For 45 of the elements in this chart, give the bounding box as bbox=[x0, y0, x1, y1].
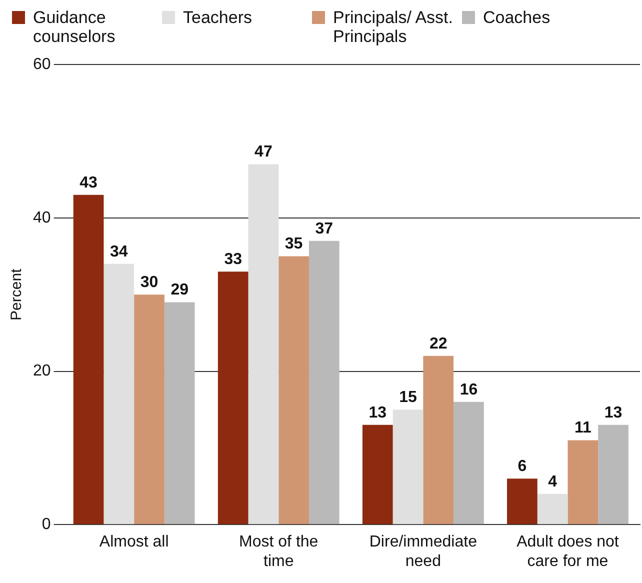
data-label: 16 bbox=[460, 381, 478, 398]
bar bbox=[537, 494, 568, 524]
bar bbox=[278, 256, 309, 524]
bar bbox=[248, 164, 279, 524]
y-axis-title: Percent bbox=[8, 268, 26, 320]
bar bbox=[134, 294, 164, 524]
data-label: 30 bbox=[140, 274, 158, 292]
x-tick-label: Almost all bbox=[99, 534, 169, 551]
bar bbox=[423, 356, 454, 524]
data-label: 37 bbox=[315, 220, 334, 238]
data-label: 34 bbox=[110, 243, 128, 260]
data-label: 43 bbox=[80, 174, 98, 192]
y-tick-label: 0 bbox=[42, 516, 51, 534]
data-label: 11 bbox=[574, 420, 592, 437]
x-tick-label: Dire/immediate need bbox=[369, 534, 478, 570]
x-tick-label: Adult does not care for me bbox=[516, 534, 620, 570]
bar bbox=[362, 424, 393, 524]
data-label: 13 bbox=[368, 404, 387, 422]
data-label: 35 bbox=[284, 236, 303, 253]
data-label: 33 bbox=[224, 251, 242, 268]
data-label: 13 bbox=[604, 404, 622, 422]
bar bbox=[104, 264, 134, 524]
bar bbox=[308, 240, 340, 524]
y-tick-label: 40 bbox=[33, 209, 51, 226]
x-tick-label: Most of the time bbox=[239, 534, 318, 570]
legend-label: Teachers bbox=[183, 8, 252, 27]
data-label: 47 bbox=[254, 144, 272, 161]
bar bbox=[392, 410, 424, 524]
data-label: 22 bbox=[429, 335, 448, 352]
legend-label: Guidance counselors bbox=[33, 8, 116, 46]
data-label: 15 bbox=[399, 389, 417, 406]
bar bbox=[598, 424, 628, 524]
y-tick-label: 60 bbox=[33, 56, 51, 74]
bar bbox=[568, 440, 598, 524]
bar bbox=[218, 272, 248, 524]
legend-label: Coaches bbox=[483, 8, 550, 27]
legend-label: Principals/ Asst. Principals bbox=[333, 8, 454, 46]
bar bbox=[164, 302, 195, 524]
bar bbox=[73, 194, 104, 524]
data-label: 6 bbox=[518, 458, 527, 476]
bar bbox=[507, 478, 538, 524]
bar bbox=[454, 402, 484, 524]
y-tick-label: 20 bbox=[33, 362, 51, 380]
data-label: 29 bbox=[170, 282, 189, 299]
data-label: 4 bbox=[548, 473, 558, 490]
